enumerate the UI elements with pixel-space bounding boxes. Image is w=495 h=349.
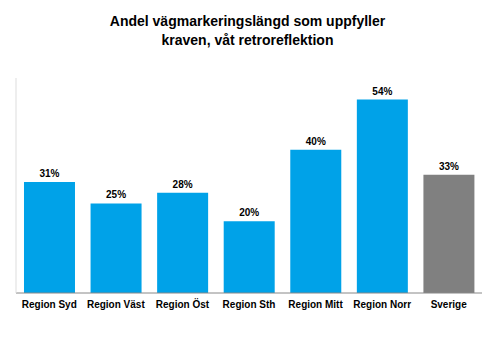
svg-text:33%: 33% [439, 161, 459, 172]
svg-text:40%: 40% [306, 136, 326, 147]
html-text:Andel vägmarkeringslängd som u: Andel vägmarkeringslängd som uppfyller k… [109, 13, 386, 48]
svg-text:31%: 31% [39, 168, 59, 179]
svg-text:Region Norr: Region Norr [353, 299, 411, 310]
svg-text:Region Öst: Region Öst [156, 298, 210, 310]
svg-text:Sverige: Sverige [431, 299, 468, 310]
svg-text:25%: 25% [106, 189, 126, 200]
svg-text:54%: 54% [372, 86, 392, 97]
svg-text:Region Mitt: Region Mitt [288, 299, 343, 310]
svg-text:Region Syd: Region Syd [22, 299, 77, 310]
svg-text:Region Sth: Region Sth [223, 299, 276, 310]
svg-text:20%: 20% [239, 207, 259, 218]
svg-text:Region Väst: Region Väst [87, 299, 145, 310]
svg-text:28%: 28% [173, 179, 193, 190]
